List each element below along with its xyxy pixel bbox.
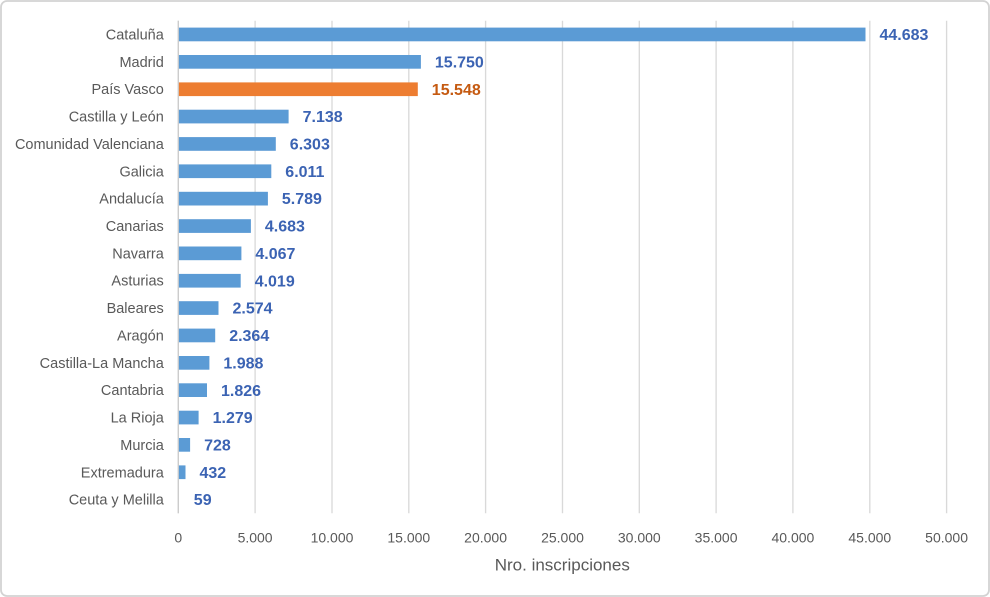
svg-text:Castilla y León: Castilla y León [69,110,164,126]
svg-text:50.000: 50.000 [925,529,968,545]
svg-text:10.000: 10.000 [311,529,354,545]
svg-text:6.011: 6.011 [285,164,324,181]
svg-text:7.138: 7.138 [303,109,343,126]
svg-text:Extremadura: Extremadura [81,465,165,481]
svg-text:6.303: 6.303 [290,137,330,154]
svg-text:2.364: 2.364 [229,328,269,345]
svg-text:Madrid: Madrid [119,55,163,71]
svg-text:15.750: 15.750 [435,54,484,71]
svg-text:45.000: 45.000 [848,529,891,545]
svg-text:5.000: 5.000 [238,529,273,545]
svg-text:Aragón: Aragón [117,329,164,345]
svg-text:Castilla-La Mancha: Castilla-La Mancha [40,356,165,372]
svg-text:Nro. inscripciones: Nro. inscripciones [495,555,630,574]
svg-text:Comunidad Valenciana: Comunidad Valenciana [15,137,165,153]
svg-text:Navarra: Navarra [112,246,165,262]
svg-text:Galicia: Galicia [119,164,164,180]
svg-text:Cantabria: Cantabria [101,383,165,399]
svg-text:0: 0 [174,529,182,545]
svg-text:25.000: 25.000 [541,529,584,545]
svg-text:Baleares: Baleares [107,301,164,317]
svg-text:4.683: 4.683 [265,219,305,236]
svg-text:20.000: 20.000 [464,529,507,545]
svg-text:Cataluña: Cataluña [106,28,165,44]
svg-text:País Vasco: País Vasco [92,82,164,98]
svg-text:15.000: 15.000 [387,529,430,545]
svg-text:1.988: 1.988 [223,355,263,372]
svg-text:40.000: 40.000 [771,529,814,545]
svg-text:Asturias: Asturias [111,274,163,290]
svg-text:1.279: 1.279 [213,410,253,427]
svg-text:4.019: 4.019 [255,273,295,290]
svg-text:5.789: 5.789 [282,191,322,208]
svg-text:Canarias: Canarias [106,219,164,235]
svg-text:2.574: 2.574 [233,301,273,318]
svg-text:Andalucía: Andalucía [99,192,164,208]
svg-text:59: 59 [194,492,212,509]
svg-text:15.548: 15.548 [432,82,481,99]
svg-text:44.683: 44.683 [880,27,929,44]
svg-text:Ceuta y Melilla: Ceuta y Melilla [69,493,165,509]
svg-text:4.067: 4.067 [255,246,295,263]
svg-text:30.000: 30.000 [618,529,661,545]
svg-text:728: 728 [204,438,231,455]
svg-text:1.826: 1.826 [221,383,261,400]
svg-text:Murcia: Murcia [120,438,164,454]
svg-text:35.000: 35.000 [695,529,738,545]
svg-text:432: 432 [200,465,227,482]
svg-text:La Rioja: La Rioja [111,411,165,427]
